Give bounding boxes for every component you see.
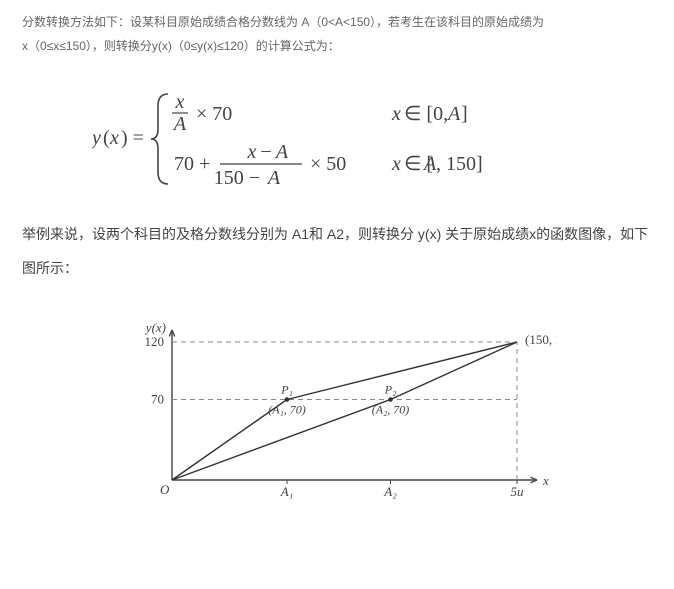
svg-text:y(x): y(x) <box>144 320 166 335</box>
svg-text:x: x <box>109 127 119 149</box>
svg-text:(A₂, 70): (A₂, 70) <box>372 403 410 417</box>
graph-svg: y(x) Ox 70 120 A₁ A₂ 5u (150, 120) P₁ (A₁, 70) P₂ (… <box>117 310 557 510</box>
svg-text:A₁: A₁ <box>280 484 293 499</box>
svg-text:150 −: 150 − <box>214 167 260 188</box>
svg-text:, 150]: , 150] <box>436 153 483 175</box>
svg-text:A: A <box>422 153 437 175</box>
svg-text:x: x <box>175 91 185 113</box>
svg-text:∈ [0,: ∈ [0, <box>404 103 448 125</box>
document-page: 分数转换方法如下：设某科目原始成绩合格分数线为 A（0<A<150），若考生在该… <box>0 0 674 535</box>
svg-text:A: A <box>172 113 187 135</box>
svg-text:P₁: P₁ <box>280 383 293 397</box>
svg-text:120: 120 <box>145 334 165 349</box>
svg-text:y: y <box>92 127 101 149</box>
svg-text:A: A <box>266 167 281 188</box>
svg-text:A₂: A₂ <box>383 484 397 499</box>
svg-text:70 +: 70 + <box>174 153 210 175</box>
svg-text:) =: ) = <box>121 127 144 149</box>
svg-text:(150, 120): (150, 120) <box>525 332 557 347</box>
intro-line-2: x（0≤x≤150），则转换分y(x)（0≤y(x)≤120）的计算公式为： <box>22 39 340 53</box>
example-text: 举例来说，设两个科目的及格分数线分别为 A1和 A2，则转换分 y(x) 关于原… <box>22 226 648 276</box>
formula-svg: y(x) =xA× 70x∈ [0, A]70 +x−A150 − A× 50x… <box>92 88 552 188</box>
formula-block: y(x) =xA× 70x∈ [0, A]70 +x−A150 − A× 50x… <box>92 88 652 188</box>
svg-text:x: x <box>542 473 549 488</box>
svg-text:(A₁, 70): (A₁, 70) <box>268 403 306 417</box>
svg-text:× 70: × 70 <box>196 103 232 125</box>
svg-text:× 50: × 50 <box>310 153 346 175</box>
intro-line-1: 分数转换方法如下：设某科目原始成绩合格分数线为 A（0<A<150），若考生在该… <box>22 15 544 29</box>
svg-text:(: ( <box>103 127 110 149</box>
svg-text:5u: 5u <box>511 484 525 499</box>
svg-text:]: ] <box>461 103 468 125</box>
svg-text:A: A <box>274 141 289 163</box>
svg-text:x: x <box>391 103 401 125</box>
svg-text:x: x <box>391 153 401 175</box>
svg-text:x: x <box>247 141 257 163</box>
intro-paragraph: 分数转换方法如下：设某科目原始成绩合格分数线为 A（0<A<150），若考生在该… <box>22 10 652 58</box>
svg-text:A: A <box>446 103 461 125</box>
graph-container: y(x) Ox 70 120 A₁ A₂ 5u (150, 120) P₁ (A₁, 70) P₂ (… <box>22 310 652 515</box>
svg-text:−: − <box>260 141 271 163</box>
svg-text:O: O <box>160 482 170 497</box>
svg-text:P₂: P₂ <box>384 383 397 397</box>
example-paragraph: 举例来说，设两个科目的及格分数线分别为 A1和 A2，则转换分 y(x) 关于原… <box>22 218 652 285</box>
svg-text:70: 70 <box>151 392 164 407</box>
